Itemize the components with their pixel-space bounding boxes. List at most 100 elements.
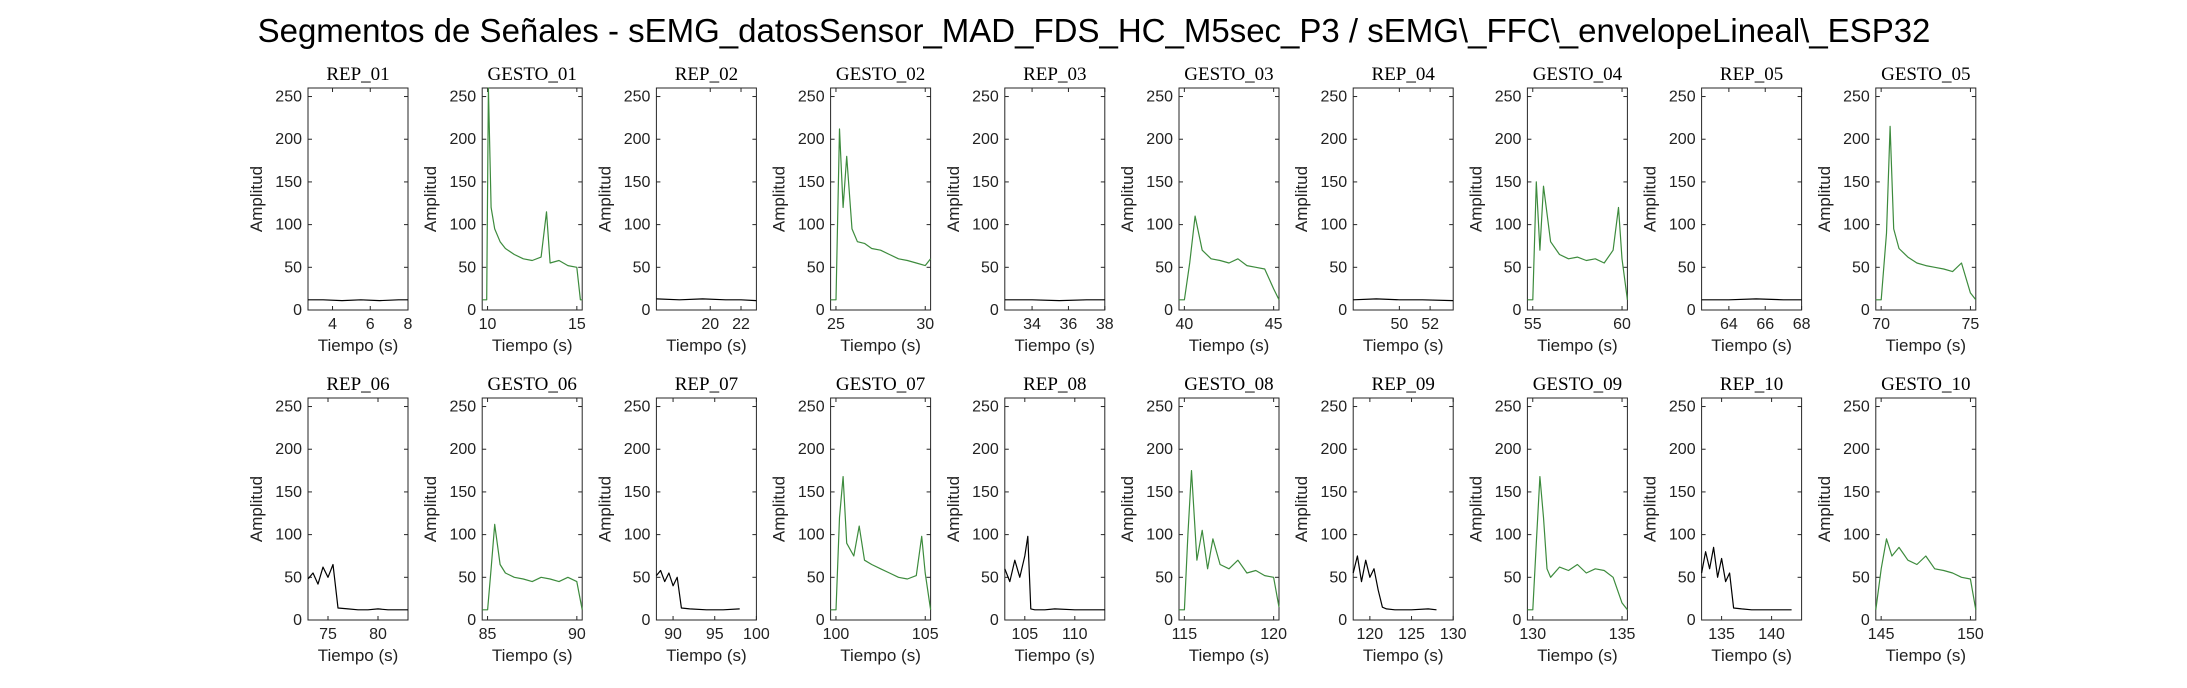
x-tick-label: 90 [664, 626, 682, 643]
y-tick-label: 50 [1329, 569, 1347, 586]
y-tick-label: 50 [1329, 259, 1347, 276]
signal-line [656, 298, 757, 302]
x-axis-label: Tiempo (s) [1537, 336, 1618, 355]
subplot-title: REP_01 [326, 64, 389, 85]
y-tick-label: 100 [1146, 527, 1173, 544]
signal-line [830, 476, 932, 611]
y-tick-label: 0 [1861, 302, 1870, 319]
y-tick-label: 200 [1495, 131, 1522, 148]
x-tick-label: 55 [1524, 316, 1542, 333]
y-tick-label: 50 [1155, 569, 1173, 586]
y-tick-label: 200 [798, 131, 825, 148]
x-tick-label: 135 [1708, 626, 1735, 643]
x-tick-label: 90 [568, 626, 586, 643]
y-tick-label: 250 [798, 399, 825, 416]
subplot-rep-09: 0 50 100 150 200 250 120 125 130 REP_09 Tiempo (s)… [1292, 374, 1466, 665]
y-tick-label: 200 [624, 131, 651, 148]
y-tick-label: 150 [798, 174, 825, 191]
y-tick-label: 100 [1146, 217, 1173, 234]
y-tick-label: 150 [624, 174, 651, 191]
y-tick-label: 0 [641, 302, 650, 319]
y-tick-label: 150 [972, 484, 999, 501]
y-tick-label: 200 [449, 131, 476, 148]
subplot-gesto-05: 0 50 100 150 200 250 70 75 GESTO_05 Tiempo (s) Amp… [1815, 64, 1980, 355]
axes-frame [655, 87, 757, 311]
signal-line [482, 87, 583, 301]
x-axis-label: Tiempo (s) [840, 336, 921, 355]
subplot-title: REP_09 [1372, 374, 1435, 395]
x-axis-label: Tiempo (s) [666, 646, 747, 665]
subplot-gesto-04: 0 50 100 150 200 250 55 60 GESTO_04 Tiempo (s) Amp… [1466, 64, 1631, 355]
axes-frame [1178, 87, 1280, 311]
x-tick-label: 145 [1868, 626, 1895, 643]
y-tick-label: 0 [1687, 302, 1696, 319]
x-tick-label: 120 [1260, 626, 1287, 643]
y-tick-label: 250 [1320, 399, 1347, 416]
x-tick-label: 95 [706, 626, 724, 643]
y-tick-label: 200 [1843, 131, 1870, 148]
signal-line [482, 523, 583, 611]
x-axis-label: Tiempo (s) [1014, 336, 1095, 355]
y-axis-label: Amplitud [1815, 476, 1834, 542]
subplot-title: REP_05 [1720, 64, 1783, 85]
y-tick-label: 250 [1146, 399, 1173, 416]
signal-line [1701, 546, 1792, 611]
x-axis-label: Tiempo (s) [1711, 646, 1792, 665]
x-tick-label: 130 [1440, 626, 1467, 643]
x-tick-label: 85 [479, 626, 497, 643]
y-tick-label: 150 [798, 484, 825, 501]
x-axis-label: Tiempo (s) [1363, 336, 1444, 355]
x-tick-label: 66 [1756, 316, 1774, 333]
subplot-gesto-03: 0 50 100 150 200 250 40 45 GESTO_03 Tiempo (s) Amp… [1118, 64, 1283, 355]
y-tick-label: 200 [1843, 441, 1870, 458]
subplot-rep-02: 0 50 100 150 200 250 20 22 REP_02 Tiempo (s) Ampli… [595, 64, 757, 355]
y-tick-label: 0 [1687, 612, 1696, 629]
y-tick-label: 250 [1495, 399, 1522, 416]
y-tick-label: 100 [275, 217, 302, 234]
y-tick-label: 0 [1512, 302, 1521, 319]
x-axis-label: Tiempo (s) [492, 646, 573, 665]
y-tick-label: 250 [972, 399, 999, 416]
y-axis-label: Amplitud [770, 166, 789, 232]
y-tick-label: 250 [1843, 399, 1870, 416]
subplot-gesto-01: 0 50 100 150 200 250 10 15 GESTO_01 Tiempo (s) Amp… [421, 64, 586, 355]
signal-line [1004, 299, 1105, 302]
x-axis-label: Tiempo (s) [1885, 646, 1966, 665]
axes-frame [655, 397, 757, 621]
x-axis-label: Tiempo (s) [1363, 646, 1444, 665]
signal-line [1527, 476, 1628, 611]
y-tick-label: 250 [1495, 89, 1522, 106]
axes-frame [1004, 397, 1106, 621]
y-tick-label: 200 [275, 441, 302, 458]
y-tick-label: 200 [624, 441, 651, 458]
y-tick-label: 250 [449, 89, 476, 106]
subplot-title: REP_04 [1372, 64, 1436, 85]
x-axis-label: Tiempo (s) [492, 336, 573, 355]
axes-frame [1526, 87, 1628, 311]
axes-frame [1004, 87, 1106, 311]
subplot-gesto-08: 0 50 100 150 200 250 115 120 GESTO_08 Tiempo (s) A… [1118, 374, 1287, 665]
x-tick-label: 36 [1060, 316, 1078, 333]
y-tick-label: 150 [449, 174, 476, 191]
x-tick-label: 60 [1613, 316, 1631, 333]
subplot-title: GESTO_07 [836, 374, 925, 395]
y-tick-label: 250 [624, 399, 651, 416]
subplot-title: GESTO_10 [1881, 374, 1970, 395]
y-tick-label: 0 [467, 302, 476, 319]
x-axis-label: Tiempo (s) [1014, 646, 1095, 665]
x-tick-label: 22 [732, 316, 750, 333]
subplot-gesto-10: 0 50 100 150 200 250 145 150 GESTO_10 Tiempo (s) A… [1815, 374, 1984, 665]
y-tick-label: 50 [1155, 259, 1173, 276]
x-tick-label: 8 [404, 316, 413, 333]
x-tick-label: 15 [568, 316, 586, 333]
y-tick-label: 200 [1669, 441, 1696, 458]
x-tick-label: 80 [369, 626, 387, 643]
signal-line [1527, 181, 1628, 301]
y-tick-label: 100 [449, 217, 476, 234]
y-tick-label: 50 [807, 259, 825, 276]
x-tick-label: 140 [1758, 626, 1785, 643]
subplot-rep-07: 0 50 100 150 200 250 90 95 100 REP_07 Tiempo (s) Am… [595, 374, 769, 665]
subplot-title: REP_02 [675, 64, 738, 85]
axes-frame [481, 397, 583, 621]
